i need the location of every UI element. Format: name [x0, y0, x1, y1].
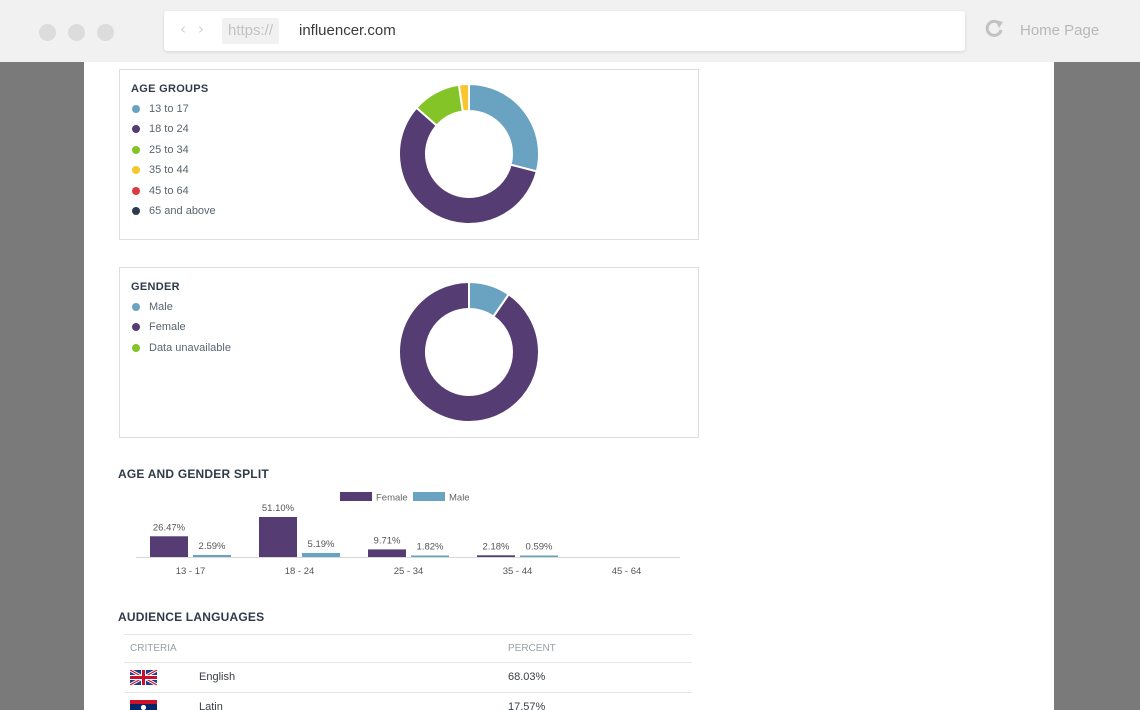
address-bar[interactable]: ‹ › https:// influencer.com — [164, 11, 965, 51]
window-minimize-button[interactable] — [68, 24, 85, 41]
bar-legend-label-male: Male — [449, 493, 470, 504]
audience-languages-title: AUDIENCE LANGUAGES — [118, 610, 265, 624]
bar-female-2[interactable] — [368, 549, 406, 557]
legend-item[interactable]: 65 and above — [131, 204, 216, 224]
back-icon[interactable]: ‹ — [180, 20, 186, 38]
legend-item[interactable]: 25 to 34 — [131, 143, 216, 163]
age-gender-split-bar-chart: Female Male 26.47% 2.59% 13 - 17 51.10% 5.19% 1… — [136, 492, 680, 577]
languages-table: CRITERIA PERCENT English 68.03% Latin — [124, 634, 692, 710]
bar-data-label: 9.71% — [374, 535, 401, 546]
legend-swatch — [132, 206, 140, 215]
language-percent: 68.03% — [508, 671, 546, 683]
gender-title: GENDER — [131, 281, 180, 293]
bar-male-3[interactable] — [520, 555, 558, 558]
age-groups-legend: 13 to 17 18 to 24 25 to 34 35 to 44 45 t… — [131, 102, 216, 224]
legend-item[interactable]: 18 to 24 — [131, 122, 216, 142]
bar-data-label: 26.47% — [153, 522, 186, 533]
donut-slice-female[interactable] — [399, 282, 539, 422]
bar-data-label: 51.10% — [262, 503, 295, 514]
bar-legend-label-female: Female — [376, 493, 408, 504]
legend-swatch — [132, 323, 140, 332]
legend-swatch — [132, 303, 140, 311]
legend-label: 18 to 24 — [149, 123, 189, 136]
legend-label: 45 to 64 — [149, 184, 189, 197]
legend-swatch — [132, 166, 140, 175]
language-name: English — [199, 671, 236, 683]
bar-x-tick-label: 45 - 64 — [612, 566, 642, 577]
bar-data-label: 5.19% — [308, 539, 335, 550]
gender-card: GENDER Male Female Data unavailable — [119, 267, 699, 438]
window-close-button[interactable] — [39, 24, 56, 41]
age-groups-title: AGE GROUPS — [131, 83, 209, 95]
legend-item[interactable]: 13 to 17 — [131, 102, 216, 122]
table-row: English 68.03% — [124, 663, 692, 693]
bar-male-2[interactable] — [411, 555, 449, 558]
gender-legend: Male Female Data unavailable — [131, 300, 231, 361]
table-row: Latin 17.57% — [124, 693, 692, 710]
legend-label: Female — [149, 321, 186, 334]
legend-label: 13 to 17 — [149, 103, 189, 115]
bar-x-tick-label: 25 - 34 — [394, 566, 424, 577]
bar-female-3[interactable] — [477, 555, 515, 557]
legend-item[interactable]: Data unavailable — [131, 341, 231, 361]
legend-item[interactable]: 35 to 44 — [131, 163, 216, 183]
donut-slice-18-to-24[interactable] — [399, 106, 539, 224]
criteria-header: CRITERIA — [130, 643, 177, 654]
legend-label: Data unavailable — [149, 341, 231, 354]
bar-female-1[interactable] — [259, 517, 297, 557]
home-page-link[interactable]: Home Page — [1020, 22, 1100, 39]
legend-item[interactable]: Male — [131, 300, 231, 320]
bar-x-tick-label: 35 - 44 — [503, 566, 533, 577]
legend-label: Male — [149, 301, 173, 313]
legend-swatch — [132, 105, 140, 113]
language-name: Latin — [199, 701, 223, 710]
table-header: CRITERIA PERCENT — [124, 634, 692, 663]
age-groups-donut-chart — [399, 84, 539, 224]
page-content: AGE GROUPS 13 to 17 18 to 24 25 to 34 35… — [84, 62, 1054, 710]
url-scheme: https:// — [222, 18, 280, 44]
bar-legend-swatch-female[interactable] — [340, 492, 372, 501]
donut-slice-13-to-17[interactable] — [468, 84, 539, 173]
percent-header: PERCENT — [508, 643, 556, 654]
gender-donut-chart — [399, 282, 539, 422]
bar-male-0[interactable] — [193, 554, 231, 557]
bar-data-label: 1.82% — [417, 542, 444, 553]
legend-swatch — [132, 186, 140, 195]
browser-toolbar: ‹ › https:// influencer.com Home Page — [0, 0, 1140, 62]
uk-flag-icon — [130, 670, 157, 685]
forward-icon[interactable]: › — [198, 20, 204, 38]
bar-data-label: 0.59% — [526, 542, 553, 553]
bar-female-0[interactable] — [150, 536, 188, 557]
legend-item[interactable]: 45 to 64 — [131, 184, 216, 204]
donut-slice-35-to-44[interactable] — [457, 84, 470, 113]
reload-icon[interactable] — [983, 18, 1005, 42]
legend-label: 65 and above — [149, 204, 216, 217]
legend-swatch — [132, 343, 140, 352]
legend-swatch — [132, 125, 140, 134]
legend-item[interactable]: Female — [131, 320, 231, 340]
bar-x-tick-label: 13 - 17 — [176, 566, 206, 577]
bar-data-label: 2.18% — [483, 541, 510, 552]
legend-label: 35 to 44 — [149, 164, 189, 177]
legend-label: 25 to 34 — [149, 143, 189, 156]
url-host: influencer.com — [299, 22, 396, 39]
bar-male-1[interactable] — [302, 552, 340, 557]
window-maximize-button[interactable] — [97, 24, 114, 41]
bar-data-label: 2.59% — [199, 541, 226, 552]
laos-flag-icon — [130, 700, 157, 710]
legend-swatch — [132, 145, 140, 154]
age-groups-card: AGE GROUPS 13 to 17 18 to 24 25 to 34 35… — [119, 69, 699, 240]
language-percent: 17.57% — [508, 701, 546, 710]
bar-legend-swatch-male[interactable] — [413, 492, 445, 501]
age-gender-split-title: AGE AND GENDER SPLIT — [118, 467, 269, 481]
bar-x-tick-label: 18 - 24 — [285, 566, 315, 577]
